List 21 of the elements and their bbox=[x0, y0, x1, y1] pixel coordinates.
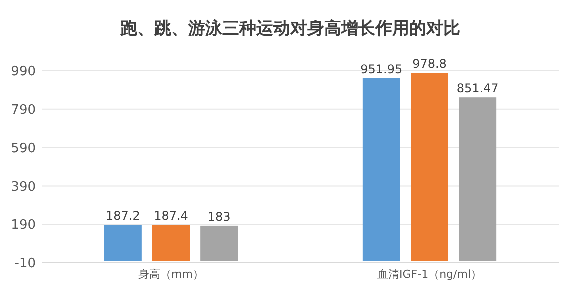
bar bbox=[152, 225, 190, 262]
bar bbox=[411, 73, 448, 262]
bar bbox=[200, 226, 238, 262]
bar bbox=[362, 78, 400, 262]
y-tick-label: 590 bbox=[11, 141, 36, 156]
y-tick-label: 790 bbox=[11, 102, 36, 118]
y-tick-label: 990 bbox=[11, 64, 36, 80]
chart-title: 跑、跳、游泳三种运动对身高增长作用的对比 bbox=[120, 19, 460, 39]
y-tick-label: -10 bbox=[14, 256, 36, 272]
x-tick-label: 身高（mm） bbox=[138, 268, 204, 281]
bar bbox=[104, 225, 142, 262]
data-label: 183 bbox=[208, 210, 231, 224]
y-tick-label: 390 bbox=[11, 180, 36, 195]
bar bbox=[459, 98, 497, 262]
y-tick-label: 190 bbox=[11, 218, 36, 234]
data-label: 851.47 bbox=[456, 82, 499, 96]
data-label: 187.2 bbox=[106, 209, 140, 224]
x-tick-label: 血清IGF-1（ng/ml） bbox=[378, 268, 482, 281]
data-label: 187.4 bbox=[154, 209, 188, 224]
data-label: 951.95 bbox=[360, 62, 403, 76]
data-label: 978.8 bbox=[412, 57, 447, 72]
